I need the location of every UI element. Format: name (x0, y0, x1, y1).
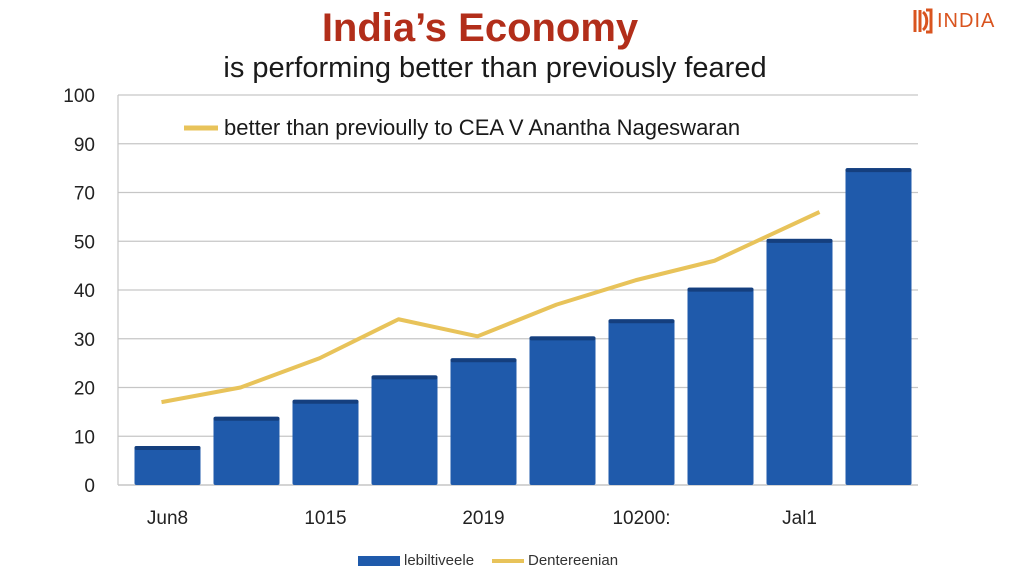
x-tick-label: Jun8 (147, 508, 188, 529)
y-tick-label: 40 (74, 281, 95, 302)
bar (450, 358, 517, 485)
bar-cap (845, 168, 912, 173)
india-logo-icon (913, 8, 933, 34)
chart-subtitle: is performing better than previously fea… (223, 52, 767, 84)
annotation-text: better than previoully to CEA V Anantha … (224, 115, 740, 140)
bar (766, 238, 833, 485)
legend-bar-swatch (358, 555, 400, 566)
y-tick-label: 50 (74, 232, 95, 253)
legend-bar-label: lebiltiveele (404, 552, 475, 569)
x-tick-label: Jal1 (782, 508, 817, 529)
bar-cap (371, 375, 438, 380)
bar-cap (687, 287, 754, 292)
bar-cap (450, 358, 517, 363)
bar (608, 319, 675, 485)
india-logo: INDIA (912, 6, 1016, 36)
bar-cap (134, 446, 201, 450)
bar-cap (213, 416, 280, 421)
y-tick-label: 90 (74, 135, 95, 156)
y-tick-label: 20 (74, 379, 95, 400)
y-tick-label: 100 (63, 86, 95, 107)
y-tick-label: 0 (84, 476, 95, 497)
x-tick-label: 1015 (304, 508, 346, 529)
bar (687, 287, 754, 485)
bar (371, 375, 438, 485)
legend-item-bar: lebiltiveele (358, 552, 474, 569)
bar (134, 446, 201, 485)
y-tick-label: 70 (74, 184, 95, 205)
legend-line-label: Dentereenian (528, 552, 619, 569)
bar (845, 168, 912, 485)
y-tick-label: 10 (74, 427, 95, 448)
logo-text: INDIA (937, 9, 996, 32)
legend: lebiltiveele Dentereenian (0, 552, 1024, 574)
bar (292, 399, 359, 485)
bar-cap (608, 319, 675, 324)
bar (213, 416, 280, 485)
bar-line-chart: 0 10 20 30 40 50 70 90 100 Jun8 1015 2019 10200: Jal1… (63, 86, 918, 529)
bar-cap (292, 399, 359, 404)
legend-item-line: Dentereenian (492, 552, 618, 569)
x-tick-label: 2019 (462, 508, 504, 529)
x-tick-label: 10200: (612, 508, 670, 529)
bar (529, 336, 596, 485)
bar-cap (529, 336, 596, 341)
chart-title: India’s Economy (321, 6, 639, 50)
y-tick-label: 30 (74, 330, 95, 351)
legend-line-swatch (492, 558, 524, 563)
bar-cap (766, 238, 833, 243)
